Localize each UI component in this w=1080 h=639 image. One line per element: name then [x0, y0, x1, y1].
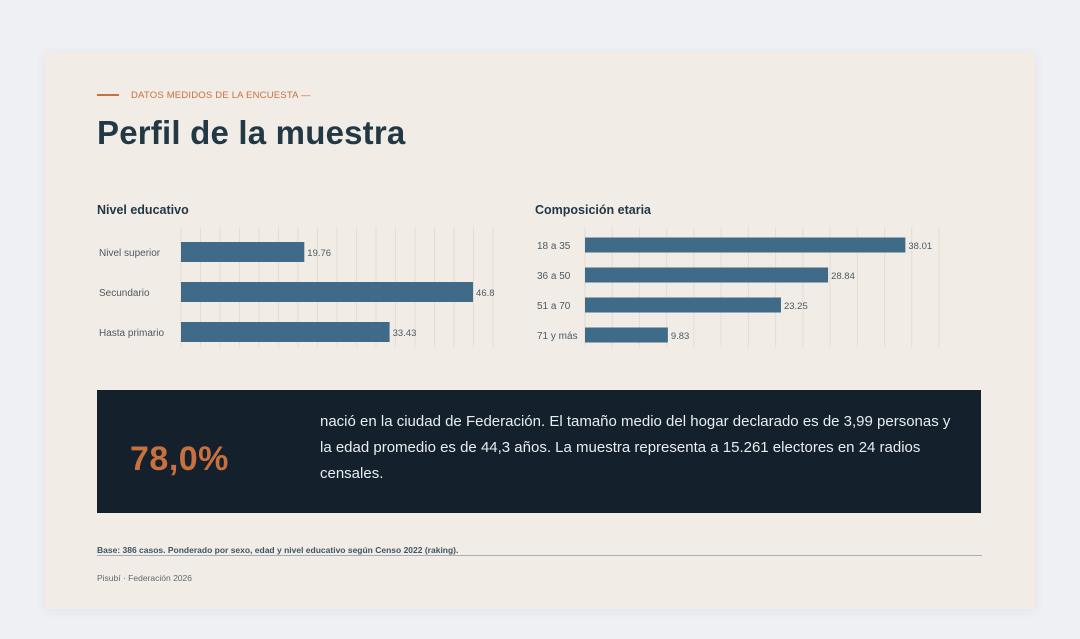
- slide: DATOS MEDIDOS DE LA ENCUESTA — Perfil de…: [45, 52, 1035, 609]
- data-label: 38.01: [908, 241, 932, 252]
- chart-title-education: Nivel educativo: [97, 203, 189, 217]
- chart-title-age: Composición etaria: [535, 203, 651, 217]
- category-label: 51 a 70: [537, 301, 571, 312]
- callout-percent: 78,0%: [130, 440, 229, 478]
- data-label: 46.8: [476, 288, 495, 299]
- data-label: 9.83: [671, 331, 690, 342]
- bar: [585, 297, 781, 313]
- data-label: 23.25: [784, 301, 808, 312]
- data-label: 19.76: [307, 248, 331, 259]
- bar: [181, 242, 305, 262]
- eyebrow-text: DATOS MEDIDOS DE LA ENCUESTA —: [131, 89, 311, 101]
- bar: [585, 327, 668, 343]
- eyebrow: DATOS MEDIDOS DE LA ENCUESTA —: [97, 89, 311, 101]
- page-title: Perfil de la muestra: [97, 114, 406, 151]
- age-chart: 18 a 35 38.01 36 a 50 28.84 51 a 70 23.25 71 y…: [537, 227, 940, 347]
- base-note: Base: 386 casos. Ponderado por sexo, eda…: [97, 545, 459, 555]
- education-chart: Nivel superior 19.76 Secundario 46.8 Hasta p…: [99, 227, 495, 347]
- data-label: 28.84: [831, 271, 855, 282]
- category-label: 18 a 35: [537, 241, 571, 252]
- callout-text: nació en la ciudad de Federación. El tam…: [320, 413, 951, 482]
- category-label: Hasta primario: [99, 328, 164, 339]
- data-label: 33.43: [393, 328, 417, 339]
- category-label: Secundario: [99, 288, 150, 299]
- category-label: Nivel superior: [99, 248, 161, 259]
- base-divider: [97, 555, 982, 556]
- callout-box: 78,0% nació en la ciudad de Federación. …: [97, 390, 981, 513]
- footer-credit: Pisubí · Federación 2026: [97, 573, 192, 583]
- category-label: 36 a 50: [537, 271, 571, 282]
- bar: [181, 322, 390, 342]
- category-label: 71 y más: [537, 331, 578, 342]
- bar: [585, 237, 906, 253]
- bar: [585, 267, 829, 283]
- bar: [181, 282, 474, 302]
- eyebrow-rule: [97, 94, 119, 96]
